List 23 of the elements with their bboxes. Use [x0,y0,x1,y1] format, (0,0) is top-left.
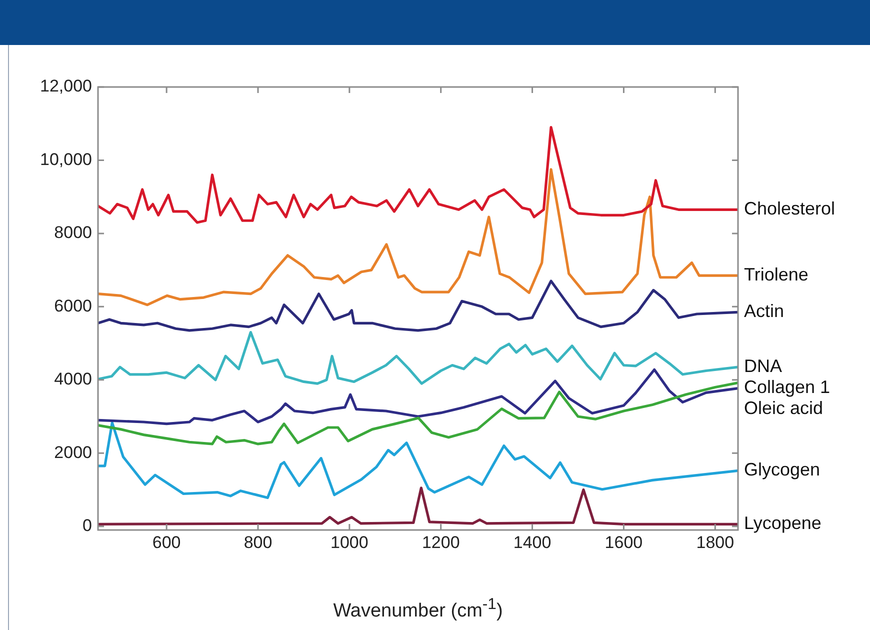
x-tick-label: 1600 [604,532,643,552]
series-label: Collagen 1 [744,377,830,398]
series-label: Oleic acid [744,398,824,418]
x-tick-label: 1400 [513,532,552,552]
series-label: Cholesterol [744,198,836,219]
y-tick-label: 0 [82,516,92,536]
x-axis-title: Wavenumber (cm$^{-1}$) [332,596,504,622]
series-label: Glycogen [744,460,820,480]
x-tick-label: 1000 [330,532,368,552]
x-tick-label: 1200 [422,532,460,552]
y-tick-label: 12,000 [40,76,92,96]
y-tick-label: 8000 [54,223,92,242]
series-label: DNA [744,356,782,376]
series-label: Lycopene [744,513,822,534]
x-tick-label: 800 [244,532,272,552]
y-tick-label: 10,000 [40,150,92,169]
x-tick-label: 600 [152,532,181,552]
x-tick-label: 1800 [696,532,734,552]
y-tick-label: 6000 [54,296,92,316]
series-label: Actin [744,301,784,322]
y-tick-label: 2000 [54,442,92,462]
y-tick-label: 4000 [54,370,92,389]
series-label: Triolene [744,264,808,285]
